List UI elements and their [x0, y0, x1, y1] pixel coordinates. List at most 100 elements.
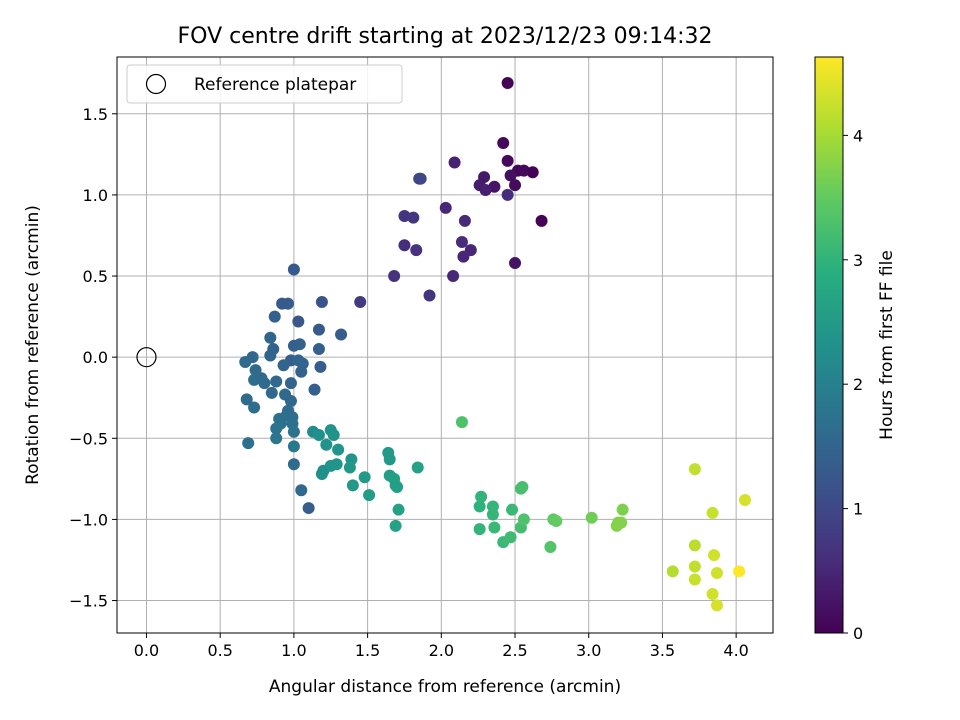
data-point — [388, 270, 401, 283]
data-point — [501, 154, 514, 167]
data-point — [517, 164, 530, 177]
data-point — [504, 169, 517, 182]
data-point — [501, 76, 514, 89]
data-point — [295, 365, 308, 378]
data-point — [295, 484, 308, 497]
data-point — [509, 179, 522, 192]
data-point — [509, 257, 522, 270]
x-tick-label: 1.0 — [281, 641, 306, 660]
data-point — [264, 349, 277, 362]
colorbar-tick-label: 3 — [853, 251, 863, 270]
data-point — [270, 422, 283, 435]
data-point — [708, 549, 721, 562]
data-point — [287, 425, 300, 438]
data-point — [312, 429, 325, 442]
data-point — [514, 482, 527, 495]
data-point — [458, 214, 471, 227]
data-point — [504, 531, 517, 544]
data-point — [354, 296, 367, 309]
data-point — [363, 489, 376, 502]
data-point — [473, 500, 486, 513]
data-point — [292, 315, 305, 328]
data-point — [688, 539, 701, 552]
data-point — [544, 541, 557, 554]
data-point — [320, 438, 333, 451]
y-axis-label: Rotation from reference (arcmin) — [23, 205, 43, 485]
x-tick-label: 3.0 — [576, 641, 601, 660]
data-point — [268, 310, 281, 323]
colorbar-ticks: 0 1 2 3 4 — [843, 126, 863, 643]
data-point — [264, 331, 277, 344]
data-point — [284, 377, 297, 390]
colorbar-tick-label: 2 — [853, 375, 863, 394]
data-point — [258, 377, 271, 390]
data-point — [276, 297, 289, 310]
x-tick-label: 1.5 — [355, 641, 380, 660]
colorbar-tick-label: 4 — [853, 126, 863, 145]
data-point — [383, 453, 396, 466]
data-point — [398, 239, 411, 252]
y-tick-label: 1.0 — [83, 186, 108, 205]
x-tick-label: 4.0 — [723, 641, 748, 660]
data-point — [448, 156, 461, 169]
legend-box — [126, 64, 403, 104]
y-tick-label: 0.5 — [83, 267, 108, 286]
data-point — [346, 479, 359, 492]
x-tick-label: 0.0 — [134, 641, 159, 660]
data-point — [414, 172, 427, 185]
data-point — [287, 440, 300, 453]
data-point — [616, 503, 629, 516]
colorbar: 0 1 2 3 4 Hours from first FF file — [814, 56, 897, 643]
data-point — [488, 521, 501, 534]
data-point — [550, 515, 563, 528]
chart-title: FOV centre drift starting at 2023/12/23 … — [178, 24, 713, 49]
data-point — [535, 214, 548, 227]
data-point — [501, 188, 514, 201]
data-point — [410, 244, 423, 257]
data-point — [479, 184, 492, 197]
data-point — [710, 566, 723, 579]
colorbar-label: Hours from first FF file — [877, 250, 897, 440]
colorbar-tick-label: 1 — [853, 500, 863, 519]
data-point — [389, 519, 402, 532]
data-point — [358, 471, 371, 484]
data-point — [270, 432, 283, 445]
x-tick-label: 0.5 — [207, 641, 232, 660]
y-tick-label: −1.0 — [69, 510, 108, 529]
data-point — [688, 573, 701, 586]
data-point — [423, 289, 436, 302]
data-point — [343, 461, 356, 474]
data-point — [706, 506, 719, 519]
data-point — [688, 560, 701, 573]
data-point — [497, 136, 510, 149]
data-point — [391, 480, 404, 493]
data-point — [270, 375, 283, 388]
legend-label: Reference platepar — [194, 75, 356, 95]
data-point — [526, 166, 539, 179]
data-point — [473, 523, 486, 536]
plot-frame — [116, 56, 774, 634]
data-point — [248, 401, 261, 414]
data-point — [506, 503, 519, 516]
x-axis-label: Angular distance from reference (arcmin) — [269, 677, 621, 697]
y-tick-label: 1.5 — [83, 105, 108, 124]
data-point — [392, 503, 405, 516]
y-axis-ticks: −1.5 −1.0 −0.5 0.0 0.5 1.0 1.5 — [69, 105, 117, 611]
data-point — [327, 429, 340, 442]
data-point — [277, 359, 290, 372]
y-tick-label: −0.5 — [69, 429, 108, 448]
reference-marker-group — [136, 347, 157, 368]
x-axis-ticks: 0.0 0.5 1.0 1.5 2.0 2.5 3.0 3.5 4.0 — [134, 633, 749, 660]
grid — [117, 57, 773, 633]
reference-platepar-marker — [136, 347, 157, 368]
data-point — [517, 513, 530, 526]
x-tick-label: 3.5 — [650, 641, 675, 660]
data-point — [439, 201, 452, 214]
data-point — [398, 210, 411, 223]
data-point — [293, 338, 306, 351]
legend-open-circle-marker — [145, 73, 167, 95]
data-point — [284, 394, 297, 407]
data-points — [239, 76, 751, 612]
data-point — [475, 490, 488, 503]
